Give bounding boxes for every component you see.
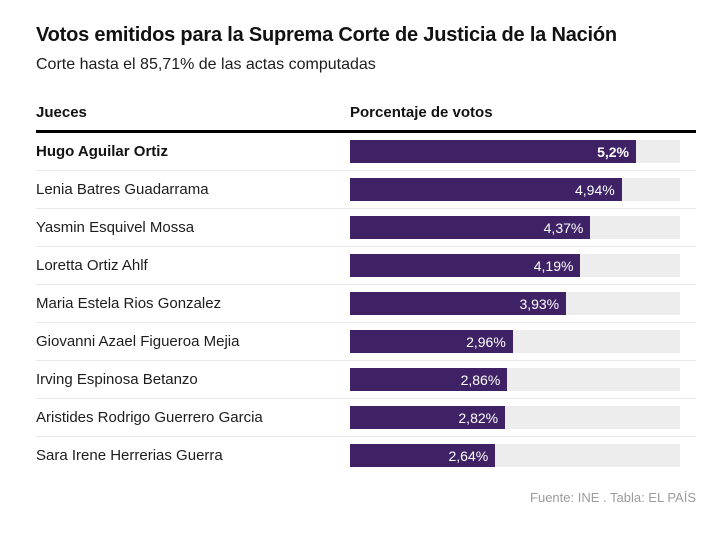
table-body: Hugo Aguilar Ortiz 5,2% Lenia Batres Gua… <box>36 133 696 474</box>
table-row: Loretta Ortiz Ahlf 4,19% <box>36 247 696 286</box>
table-row: Sara Irene Herrerias Guerra 2,64% <box>36 437 696 474</box>
vote-bar: 4,37% <box>350 216 591 240</box>
vote-percentage-label: 2,86% <box>460 371 501 388</box>
judge-name: Maria Estela Rios Gonzalez <box>36 295 222 313</box>
column-header-percentage: Porcentaje de votos <box>350 104 493 122</box>
bar-track: 2,82% <box>350 406 680 430</box>
table-row: Aristides Rodrigo Guerrero Garcia 2,82% <box>36 399 696 438</box>
table-row: Lenia Batres Guadarrama 4,94% <box>36 171 696 210</box>
table-row: Maria Estela Rios Gonzalez 3,93% <box>36 285 696 324</box>
judge-name: Loretta Ortiz Ahlf <box>36 257 148 275</box>
bar-track: 4,37% <box>350 216 680 240</box>
vote-bar: 5,2% <box>350 140 636 164</box>
bar-track: 2,96% <box>350 330 680 354</box>
vote-bar: 4,94% <box>350 178 622 202</box>
bar-track: 4,94% <box>350 178 680 202</box>
judge-name: Lenia Batres Guadarrama <box>36 181 209 199</box>
column-header-judges: Jueces <box>36 104 87 122</box>
vote-bar: 3,93% <box>350 292 567 316</box>
vote-percentage-label: 2,96% <box>466 333 506 350</box>
bar-track: 3,93% <box>350 292 680 316</box>
vote-percentage-label: 4,37% <box>543 219 584 236</box>
vote-bar: 2,82% <box>350 406 506 430</box>
chart-subtitle: Corte hasta el 85,71% de las actas compu… <box>36 56 376 73</box>
vote-percentage-label: 3,93% <box>519 295 560 312</box>
judge-name: Aristides Rodrigo Guerrero Garcia <box>36 409 263 427</box>
vote-percentage-label: 4,94% <box>574 181 615 198</box>
vote-bar: 2,86% <box>350 368 508 392</box>
vote-percentage-label: 4,19% <box>533 257 574 274</box>
vote-bar: 2,64% <box>350 444 496 468</box>
source-attribution: Fuente: INE . Tabla: EL PAÍS <box>530 490 696 506</box>
vote-percentage-label: 5,2% <box>597 143 629 160</box>
vote-bar: 2,96% <box>350 330 513 354</box>
table-row: Irving Espinosa Betanzo 2,86% <box>36 361 696 400</box>
bar-track: 2,64% <box>350 444 680 468</box>
vote-percentage-label: 2,82% <box>458 409 499 426</box>
table-row: Hugo Aguilar Ortiz 5,2% <box>36 133 696 172</box>
judge-name: Sara Irene Herrerias Guerra <box>36 447 223 465</box>
table-row: Yasmin Esquivel Mossa 4,37% <box>36 209 696 248</box>
judge-name: Hugo Aguilar Ortiz <box>36 143 168 161</box>
table-header: Jueces Porcentaje de votos <box>36 104 696 134</box>
chart-title: Votos emitidos para la Suprema Corte de … <box>36 24 617 46</box>
bar-track: 2,86% <box>350 368 680 392</box>
judge-name: Irving Espinosa Betanzo <box>36 371 198 389</box>
table-row: Giovanni Azael Figueroa Mejia 2,96% <box>36 323 696 362</box>
vote-bar: 4,19% <box>350 254 581 278</box>
judge-name: Yasmin Esquivel Mossa <box>36 219 195 237</box>
bar-track: 5,2% <box>350 140 680 164</box>
bar-track: 4,19% <box>350 254 680 278</box>
judge-name: Giovanni Azael Figueroa Mejia <box>36 333 240 351</box>
vote-percentage-label: 2,64% <box>448 447 489 464</box>
